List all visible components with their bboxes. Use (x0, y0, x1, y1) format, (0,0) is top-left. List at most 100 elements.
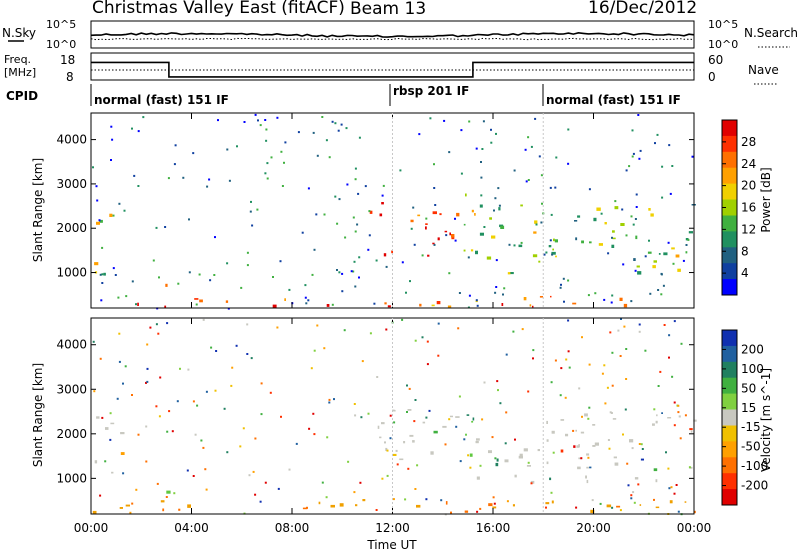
data-speck (331, 120, 334, 123)
data-speck (454, 217, 456, 220)
data-speck (634, 269, 637, 272)
data-cell-5 (655, 506, 660, 509)
colorbar-swatch (722, 441, 737, 458)
data-cell-2 (432, 242, 435, 245)
data-speck (280, 150, 283, 153)
power-colorbar-label: Power [dB] (759, 167, 773, 232)
data-cell-2 (451, 234, 455, 238)
data-speck (630, 494, 633, 497)
data-speck (588, 406, 591, 409)
data-speck (429, 117, 432, 120)
data-speck (118, 332, 121, 335)
data-cell-4 (534, 220, 538, 224)
data-speck (306, 506, 308, 509)
data-speck (188, 271, 191, 274)
data-cell-2 (410, 219, 414, 223)
data-cell-0 (96, 221, 100, 225)
data-cell-4 (496, 458, 499, 462)
data-speck (504, 442, 507, 445)
data-cell-4 (636, 265, 640, 268)
data-cell-2 (381, 422, 385, 425)
data-speck (177, 282, 180, 285)
data-speck (137, 185, 140, 187)
data-speck (653, 408, 656, 411)
data-speck (414, 339, 417, 342)
data-speck (555, 156, 558, 159)
data-speck (560, 283, 562, 286)
data-speck (494, 291, 497, 294)
data-speck (145, 381, 147, 384)
data-speck (401, 318, 404, 321)
data-speck (246, 353, 249, 355)
data-speck (283, 161, 285, 164)
colorbar-swatch (722, 167, 737, 185)
data-speck (520, 241, 523, 244)
data-speck (159, 376, 162, 379)
data-speck (482, 120, 485, 123)
data-speck (124, 365, 127, 368)
data-speck (205, 488, 208, 491)
data-cell-4 (604, 222, 607, 225)
data-speck (572, 429, 575, 432)
data-cell-4 (612, 230, 615, 233)
data-speck (396, 463, 399, 466)
data-cell-4 (546, 420, 548, 424)
data-speck (316, 154, 319, 157)
data-speck (609, 331, 612, 334)
data-cell-3 (466, 414, 470, 416)
data-speck (155, 405, 158, 408)
data-speck (114, 274, 117, 276)
data-speck (497, 389, 499, 392)
data-speck (188, 218, 190, 221)
data-cell-4 (596, 207, 601, 211)
ytick-label: 1000 (56, 471, 87, 485)
data-speck (521, 328, 524, 331)
data-speck (266, 162, 269, 165)
data-cell-5 (447, 305, 452, 308)
data-speck (368, 210, 371, 213)
data-cell-4 (589, 466, 592, 469)
data-speck (248, 474, 251, 477)
data-speck (414, 488, 417, 490)
data-speck (611, 506, 614, 509)
data-speck (530, 145, 533, 148)
data-speck (512, 330, 515, 333)
data-speck (288, 288, 291, 291)
data-speck (508, 243, 511, 246)
data-speck (468, 294, 471, 297)
data-speck (648, 239, 650, 242)
xtick-label: 00:00 (677, 521, 712, 535)
data-speck (158, 276, 160, 279)
data-speck (660, 273, 663, 276)
data-speck (246, 323, 249, 326)
data-speck (610, 412, 613, 414)
data-speck (607, 252, 610, 255)
data-cell-2 (379, 213, 383, 217)
data-speck (495, 259, 498, 262)
data-speck (155, 323, 158, 326)
data-speck (381, 194, 384, 197)
data-cell-4 (530, 480, 535, 484)
data-speck (123, 209, 126, 212)
data-cell-5 (384, 302, 387, 305)
data-speck (145, 425, 148, 428)
data-speck (360, 416, 363, 419)
colorbar-swatch (722, 215, 737, 232)
data-speck (315, 213, 318, 216)
data-speck (663, 324, 666, 326)
noise-right-tick-bottom: 10^0 (708, 38, 738, 51)
data-speck (559, 394, 562, 397)
data-speck (338, 271, 341, 274)
data-cell-5 (362, 499, 366, 502)
data-speck (231, 366, 234, 369)
data-speck (331, 303, 334, 306)
data-speck (496, 380, 499, 383)
data-cell-5 (693, 510, 696, 514)
data-speck (638, 323, 641, 326)
data-speck (483, 381, 486, 384)
data-speck (208, 178, 211, 181)
data-cell-2 (425, 226, 427, 230)
velocity-colorbar-label: Velocity [m s^-1] (759, 368, 773, 472)
data-cell-2 (456, 212, 460, 217)
data-cell-4 (526, 465, 531, 467)
